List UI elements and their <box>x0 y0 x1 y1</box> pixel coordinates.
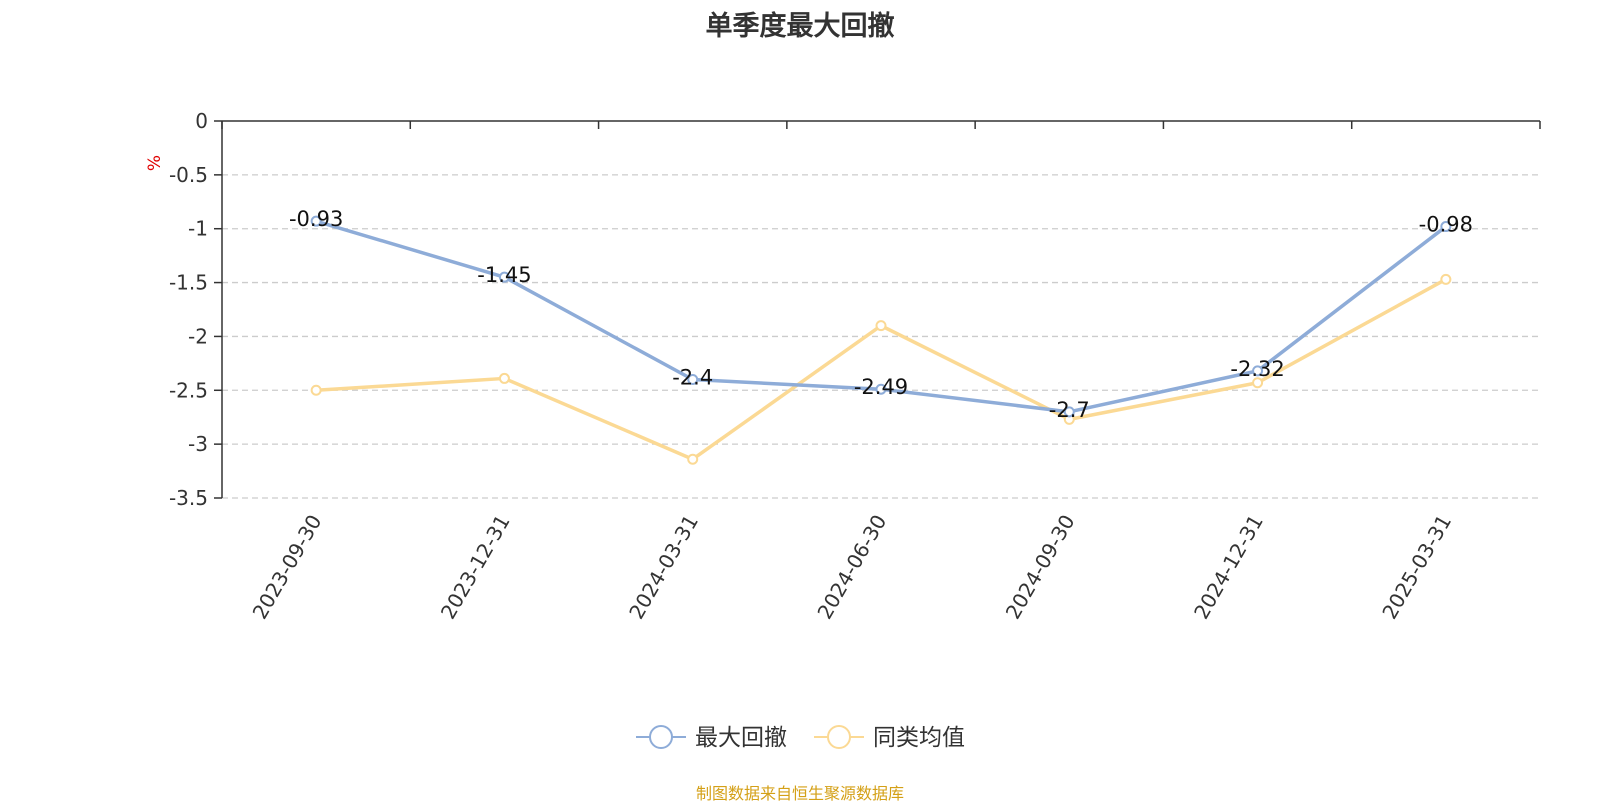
legend-item-peer-average[interactable]: 同类均值 <box>814 725 965 751</box>
y-tick-label: -3.5 <box>169 486 208 510</box>
data-point <box>1252 377 1264 389</box>
data-point <box>310 384 322 396</box>
y-tick-label: -2 <box>188 324 208 348</box>
x-tick-label: 2023-12-31 <box>436 511 515 624</box>
data-label: -0.98 <box>1419 213 1473 237</box>
data-labels: -0.93 -1.45 -2.4 -2.49 -2.7 -2.32 -0.98 <box>289 207 1473 422</box>
data-label: -1.45 <box>477 263 531 287</box>
source-note: 制图数据来自恒生聚源数据库 <box>695 784 904 803</box>
x-tick-label: 2024-03-31 <box>624 511 703 624</box>
chart-title: 单季度最大回撤 <box>705 11 895 42</box>
legend-label: 最大回撤 <box>695 725 787 751</box>
data-label: -2.4 <box>672 366 713 390</box>
data-label: -0.93 <box>289 207 343 231</box>
y-tick-label: -0.5 <box>169 163 208 187</box>
y-tick-label: -1.5 <box>169 271 208 295</box>
data-point <box>687 374 699 386</box>
x-tick-label: 2024-06-30 <box>812 511 891 624</box>
y-tick-label: 0 <box>195 109 208 133</box>
data-point <box>687 453 699 465</box>
data-label: -2.7 <box>1049 398 1090 422</box>
series-lines <box>310 215 1452 465</box>
legend-label: 同类均值 <box>873 725 965 751</box>
data-label: -2.49 <box>854 375 908 399</box>
x-tick-label: 2024-09-30 <box>1001 511 1080 624</box>
data-label: -2.32 <box>1230 357 1284 381</box>
data-point <box>1063 406 1075 418</box>
data-point <box>1440 221 1452 233</box>
y-tick-label: -3 <box>188 432 208 456</box>
data-point <box>1440 273 1452 285</box>
y-tick-label: -2.5 <box>169 378 208 402</box>
legend: 最大回撤 同类均值 <box>636 725 965 751</box>
x-tick-label: 2023-09-30 <box>248 511 327 624</box>
legend-swatch-circle <box>827 725 851 749</box>
y-axis-unit: % <box>145 155 165 171</box>
x-tick-label: 2025-03-31 <box>1377 511 1456 624</box>
x-tick-label: 2024-12-31 <box>1189 511 1268 624</box>
data-point <box>498 271 510 283</box>
data-point <box>875 383 887 395</box>
data-point <box>310 215 322 227</box>
data-point <box>498 372 510 384</box>
data-point <box>875 320 887 332</box>
y-tick-label: -1 <box>188 217 208 241</box>
axes: 0 -0.5 -1 -1.5 -2 -2.5 -3 -3.5 2023-09-30 2023-12… <box>145 109 1541 624</box>
data-point <box>1252 365 1264 377</box>
legend-item-max-drawdown[interactable]: 最大回撤 <box>636 725 787 751</box>
legend-swatch-circle <box>649 725 673 749</box>
